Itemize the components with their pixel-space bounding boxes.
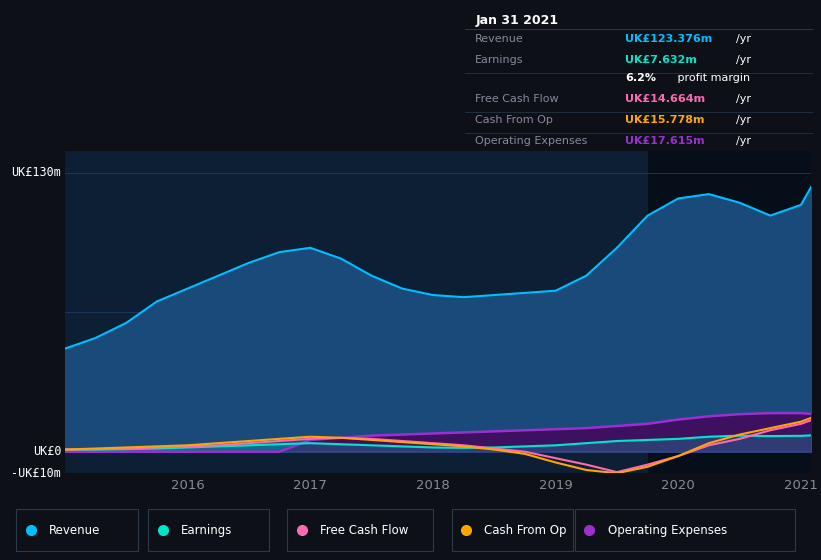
Text: Operating Expenses: Operating Expenses <box>475 137 588 146</box>
Text: Cash From Op: Cash From Op <box>484 524 566 536</box>
Text: Revenue: Revenue <box>475 34 524 44</box>
Text: Earnings: Earnings <box>475 55 524 65</box>
Text: profit margin: profit margin <box>673 73 750 83</box>
Text: UK£130m: UK£130m <box>11 166 61 179</box>
Bar <box>452 509 573 551</box>
Text: /yr: /yr <box>736 55 751 65</box>
Text: UK£15.778m: UK£15.778m <box>625 115 704 125</box>
Text: /yr: /yr <box>736 34 751 44</box>
Text: UK£0: UK£0 <box>33 445 61 458</box>
Text: Free Cash Flow: Free Cash Flow <box>320 524 409 536</box>
Text: /yr: /yr <box>736 115 751 125</box>
Text: UK£123.376m: UK£123.376m <box>625 34 712 44</box>
Bar <box>148 509 269 551</box>
Bar <box>16 509 138 551</box>
Text: Jan 31 2021: Jan 31 2021 <box>475 14 558 27</box>
Text: -UK£10m: -UK£10m <box>11 466 61 480</box>
Text: Cash From Op: Cash From Op <box>475 115 553 125</box>
Text: UK£17.615m: UK£17.615m <box>625 137 704 146</box>
Text: UK£14.664m: UK£14.664m <box>625 94 705 104</box>
Text: UK£7.632m: UK£7.632m <box>625 55 697 65</box>
Bar <box>575 509 795 551</box>
Text: /yr: /yr <box>736 137 751 146</box>
Bar <box>287 509 433 551</box>
Text: /yr: /yr <box>736 94 751 104</box>
Text: Earnings: Earnings <box>181 524 232 536</box>
Text: Revenue: Revenue <box>49 524 101 536</box>
Bar <box>648 151 811 473</box>
Text: Operating Expenses: Operating Expenses <box>608 524 727 536</box>
Text: Free Cash Flow: Free Cash Flow <box>475 94 559 104</box>
Text: 6.2%: 6.2% <box>625 73 656 83</box>
